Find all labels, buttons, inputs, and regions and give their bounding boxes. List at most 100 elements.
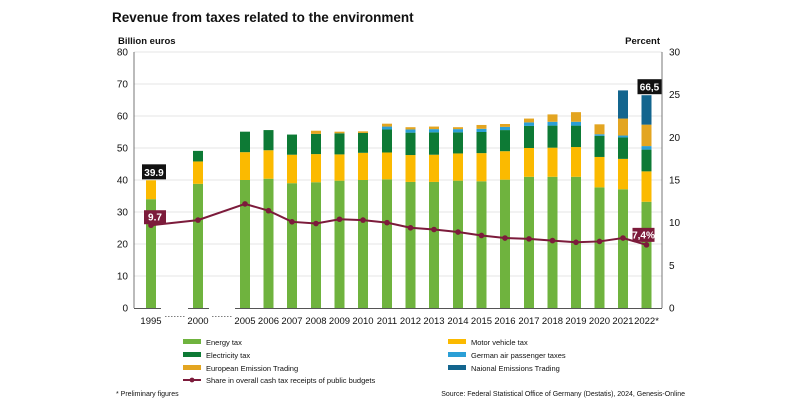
legend-swatch: [183, 365, 201, 370]
legend-swatch: [448, 352, 466, 357]
bar-segment: [240, 131, 250, 153]
bar-segment: [571, 147, 581, 177]
bar-segment: [453, 127, 463, 130]
share-point: [502, 235, 508, 241]
chart-title: Revenue from taxes related to the enviro…: [112, 10, 414, 25]
bar-segment: [193, 150, 203, 162]
bar-segment: [476, 128, 487, 132]
bar-segment: [263, 178, 274, 308]
x-tick-label: 2007: [281, 316, 302, 327]
bar-segment: [618, 90, 628, 119]
bar-segment: [618, 135, 628, 138]
bar-segment: [405, 129, 416, 133]
share-point: [549, 237, 556, 244]
x-tick-label: 2021: [612, 316, 633, 327]
share-point: [431, 226, 437, 233]
bar-segment: [524, 118, 534, 123]
bar-segment: [641, 201, 652, 308]
bar-segment: [193, 183, 203, 308]
x-tick-label: 2018: [542, 316, 563, 327]
legend-swatch: [183, 352, 201, 357]
bar-segment: [571, 121, 581, 126]
bar-segment: [641, 149, 652, 172]
bar-segment: [146, 199, 156, 308]
bar-segment: [429, 132, 439, 155]
bar-segment: [405, 127, 416, 130]
x-tick-label: 2010: [352, 316, 373, 327]
bar-segment: [429, 181, 439, 308]
legend-swatch: [183, 339, 201, 344]
x-tick-label: 2014: [447, 316, 468, 327]
bar-segment: [311, 130, 321, 134]
bar-segment: [453, 153, 463, 181]
share-point: [455, 229, 461, 235]
right-axis-label: Percent: [625, 36, 661, 47]
x-tick-label: 2019: [565, 316, 586, 327]
bar-segment: [382, 123, 392, 127]
total-label-box: [637, 79, 662, 95]
bar-segment: [287, 154, 297, 184]
y-right-tick-label: 30: [669, 48, 681, 59]
bar-segment: [382, 179, 392, 308]
y-left-tick-label: 60: [117, 112, 129, 123]
legend-swatch: [448, 365, 466, 370]
y-left-tick-label: 0: [122, 304, 128, 315]
y-left-tick-label: 40: [117, 176, 129, 187]
legend-swatch: [448, 339, 466, 344]
bar-segment: [641, 95, 652, 125]
bar-segment: [641, 124, 652, 147]
x-tick-label: 2005: [234, 316, 255, 327]
y-right-tick-label: 15: [669, 176, 681, 187]
bar-segment: [571, 112, 581, 122]
y-right-tick-label: 0: [669, 304, 675, 315]
legend-line-marker: [189, 377, 195, 383]
bar-segment: [263, 130, 274, 151]
bar-segment: [476, 132, 487, 154]
share-point: [195, 217, 201, 223]
share-point: [573, 239, 579, 246]
bar-segment: [382, 126, 392, 130]
bar-segment: [240, 180, 250, 308]
share-point: [526, 236, 532, 242]
bar-segment: [547, 121, 558, 126]
bar-segment: [594, 187, 605, 308]
bar-segment: [334, 154, 345, 181]
bar-segment: [287, 134, 297, 155]
legend-label: Motor vehicle tax: [471, 338, 528, 347]
x-tick-label: 1995: [140, 316, 161, 327]
x-tick-label: 2017: [518, 316, 539, 327]
x-tick-label: 2009: [329, 316, 350, 327]
x-tick-label: 2013: [423, 316, 444, 327]
bar-segment: [405, 132, 416, 156]
bar-segment: [500, 124, 510, 127]
legend-label: Energy tax: [206, 338, 242, 347]
share-point: [360, 217, 366, 223]
bar-segment: [429, 126, 439, 130]
bar-segment: [500, 130, 510, 152]
share-point: [265, 207, 272, 214]
bar-segment: [311, 133, 321, 155]
bar-segment: [500, 151, 510, 180]
bar-segment: [263, 150, 274, 179]
bar-segment: [193, 161, 203, 184]
bar-segment: [476, 124, 487, 129]
share-point: [596, 238, 603, 245]
share-point: [242, 201, 248, 207]
share-line: [150, 202, 647, 246]
bar-segment: [311, 154, 321, 183]
bar-segment: [594, 135, 605, 157]
bar-segment: [524, 176, 534, 308]
share-point: [336, 216, 343, 223]
y-left-tick-label: 20: [117, 240, 129, 251]
legend-label: Share in overall cash tax receipts of pu…: [206, 376, 376, 385]
x-tick-label: 2016: [494, 316, 515, 327]
share-point: [478, 232, 485, 239]
x-tick-label: 2020: [589, 316, 610, 327]
share-label-box: [632, 227, 655, 242]
x-tick-label: 2015: [471, 316, 492, 327]
bar-segment: [476, 153, 487, 182]
share-point: [313, 220, 319, 227]
share-label-box: [144, 210, 166, 225]
bar-segment: [641, 146, 652, 150]
